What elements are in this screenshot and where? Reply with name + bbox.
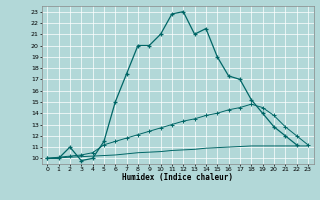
X-axis label: Humidex (Indice chaleur): Humidex (Indice chaleur) xyxy=(122,173,233,182)
